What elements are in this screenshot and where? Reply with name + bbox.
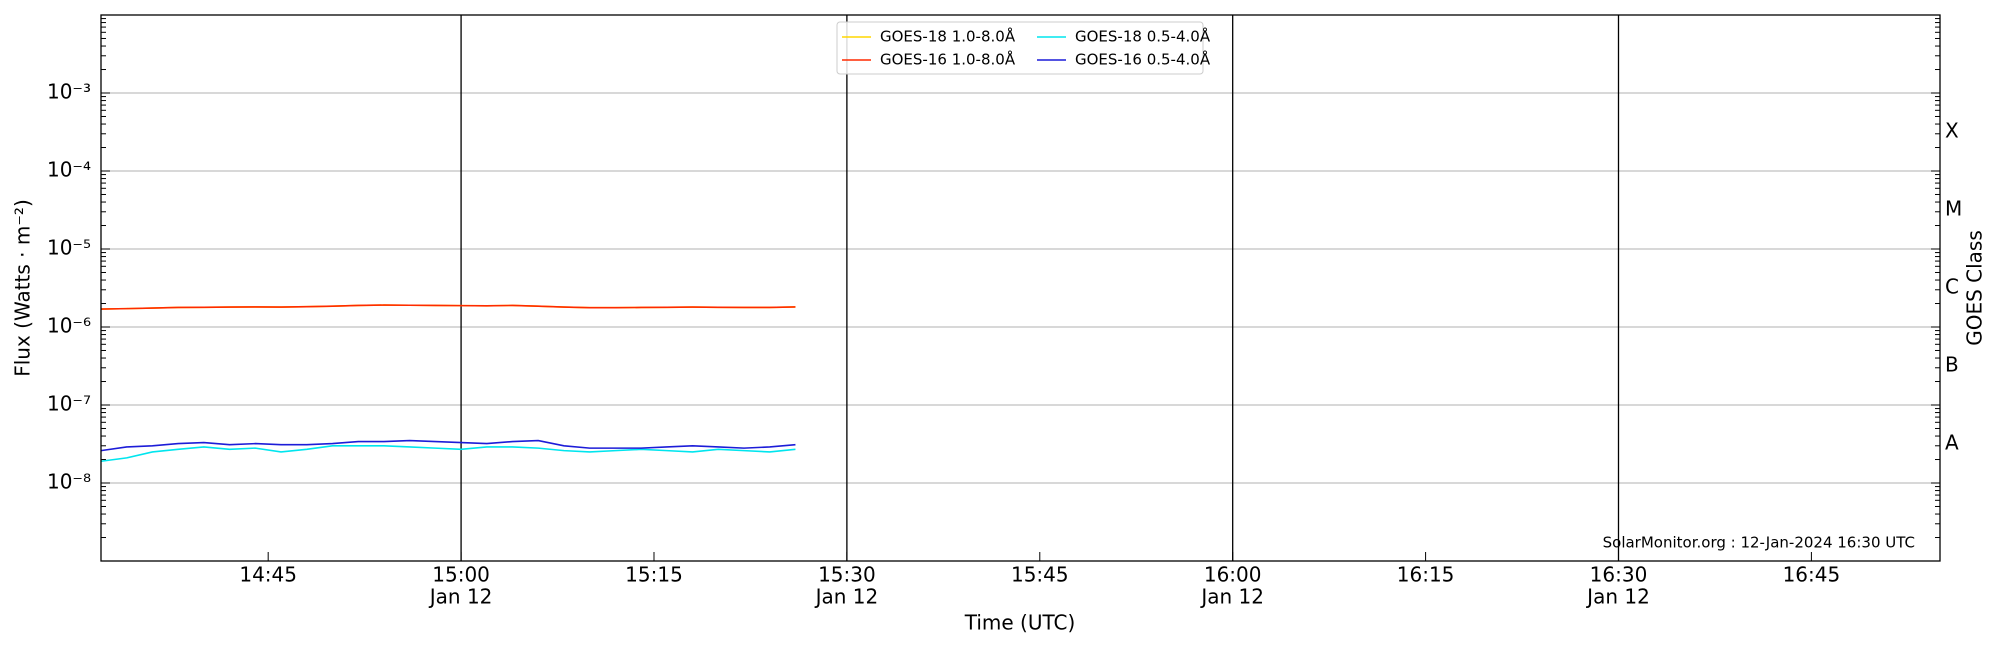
x-tick-label: 16:15 xyxy=(1397,563,1455,587)
y-tick-label: 10⁻⁵ xyxy=(47,236,91,260)
legend-label: GOES-18 1.0-8.0Å xyxy=(880,27,1016,46)
legend-label: GOES-16 1.0-8.0Å xyxy=(880,50,1016,69)
y2-tick-label: B xyxy=(1945,353,1959,377)
x-axis-label: Time (UTC) xyxy=(964,611,1076,635)
y-tick-label: 10⁻³ xyxy=(47,80,91,104)
legend-label: GOES-18 0.5-4.0Å xyxy=(1075,27,1211,46)
y2-axis-label: GOES Class xyxy=(1963,230,1987,346)
y-tick-label: 10⁻⁷ xyxy=(47,392,91,416)
y2-tick-label: A xyxy=(1945,431,1959,455)
y-tick-label: 10⁻⁴ xyxy=(47,158,91,182)
x-tick-label: 16:00 xyxy=(1204,563,1262,587)
x-tick-label: 15:00 xyxy=(432,563,490,587)
y-tick-label: 10⁻⁶ xyxy=(47,314,91,338)
plot-frame xyxy=(100,14,1941,562)
x-tick-label: 15:15 xyxy=(625,563,683,587)
x-tick-label: 15:30 xyxy=(818,563,876,587)
legend-label: GOES-16 0.5-4.0Å xyxy=(1075,50,1211,69)
y-tick-label: 10⁻⁸ xyxy=(47,470,91,494)
x-tick-label: 14:45 xyxy=(239,563,297,587)
x-tick-date: Jan 12 xyxy=(428,585,493,609)
y-axis-label: Flux (Watts · m⁻²) xyxy=(11,199,35,377)
x-tick-date: Jan 12 xyxy=(1199,585,1264,609)
y2-tick-label: M xyxy=(1945,197,1962,221)
x-tick-label: 15:45 xyxy=(1011,563,1069,587)
x-tick-date: Jan 12 xyxy=(814,585,879,609)
x-tick-date: Jan 12 xyxy=(1585,585,1650,609)
y2-tick-label: X xyxy=(1945,119,1959,143)
x-tick-label: 16:30 xyxy=(1590,563,1648,587)
series-line xyxy=(100,444,796,463)
x-tick-label: 16:45 xyxy=(1783,563,1841,587)
series-line xyxy=(100,304,796,310)
series-line xyxy=(100,439,796,452)
legend-box xyxy=(836,21,1204,75)
annotation: SolarMonitor.org : 12-Jan-2024 16:30 UTC xyxy=(1603,534,1915,552)
y2-tick-label: C xyxy=(1945,275,1959,299)
